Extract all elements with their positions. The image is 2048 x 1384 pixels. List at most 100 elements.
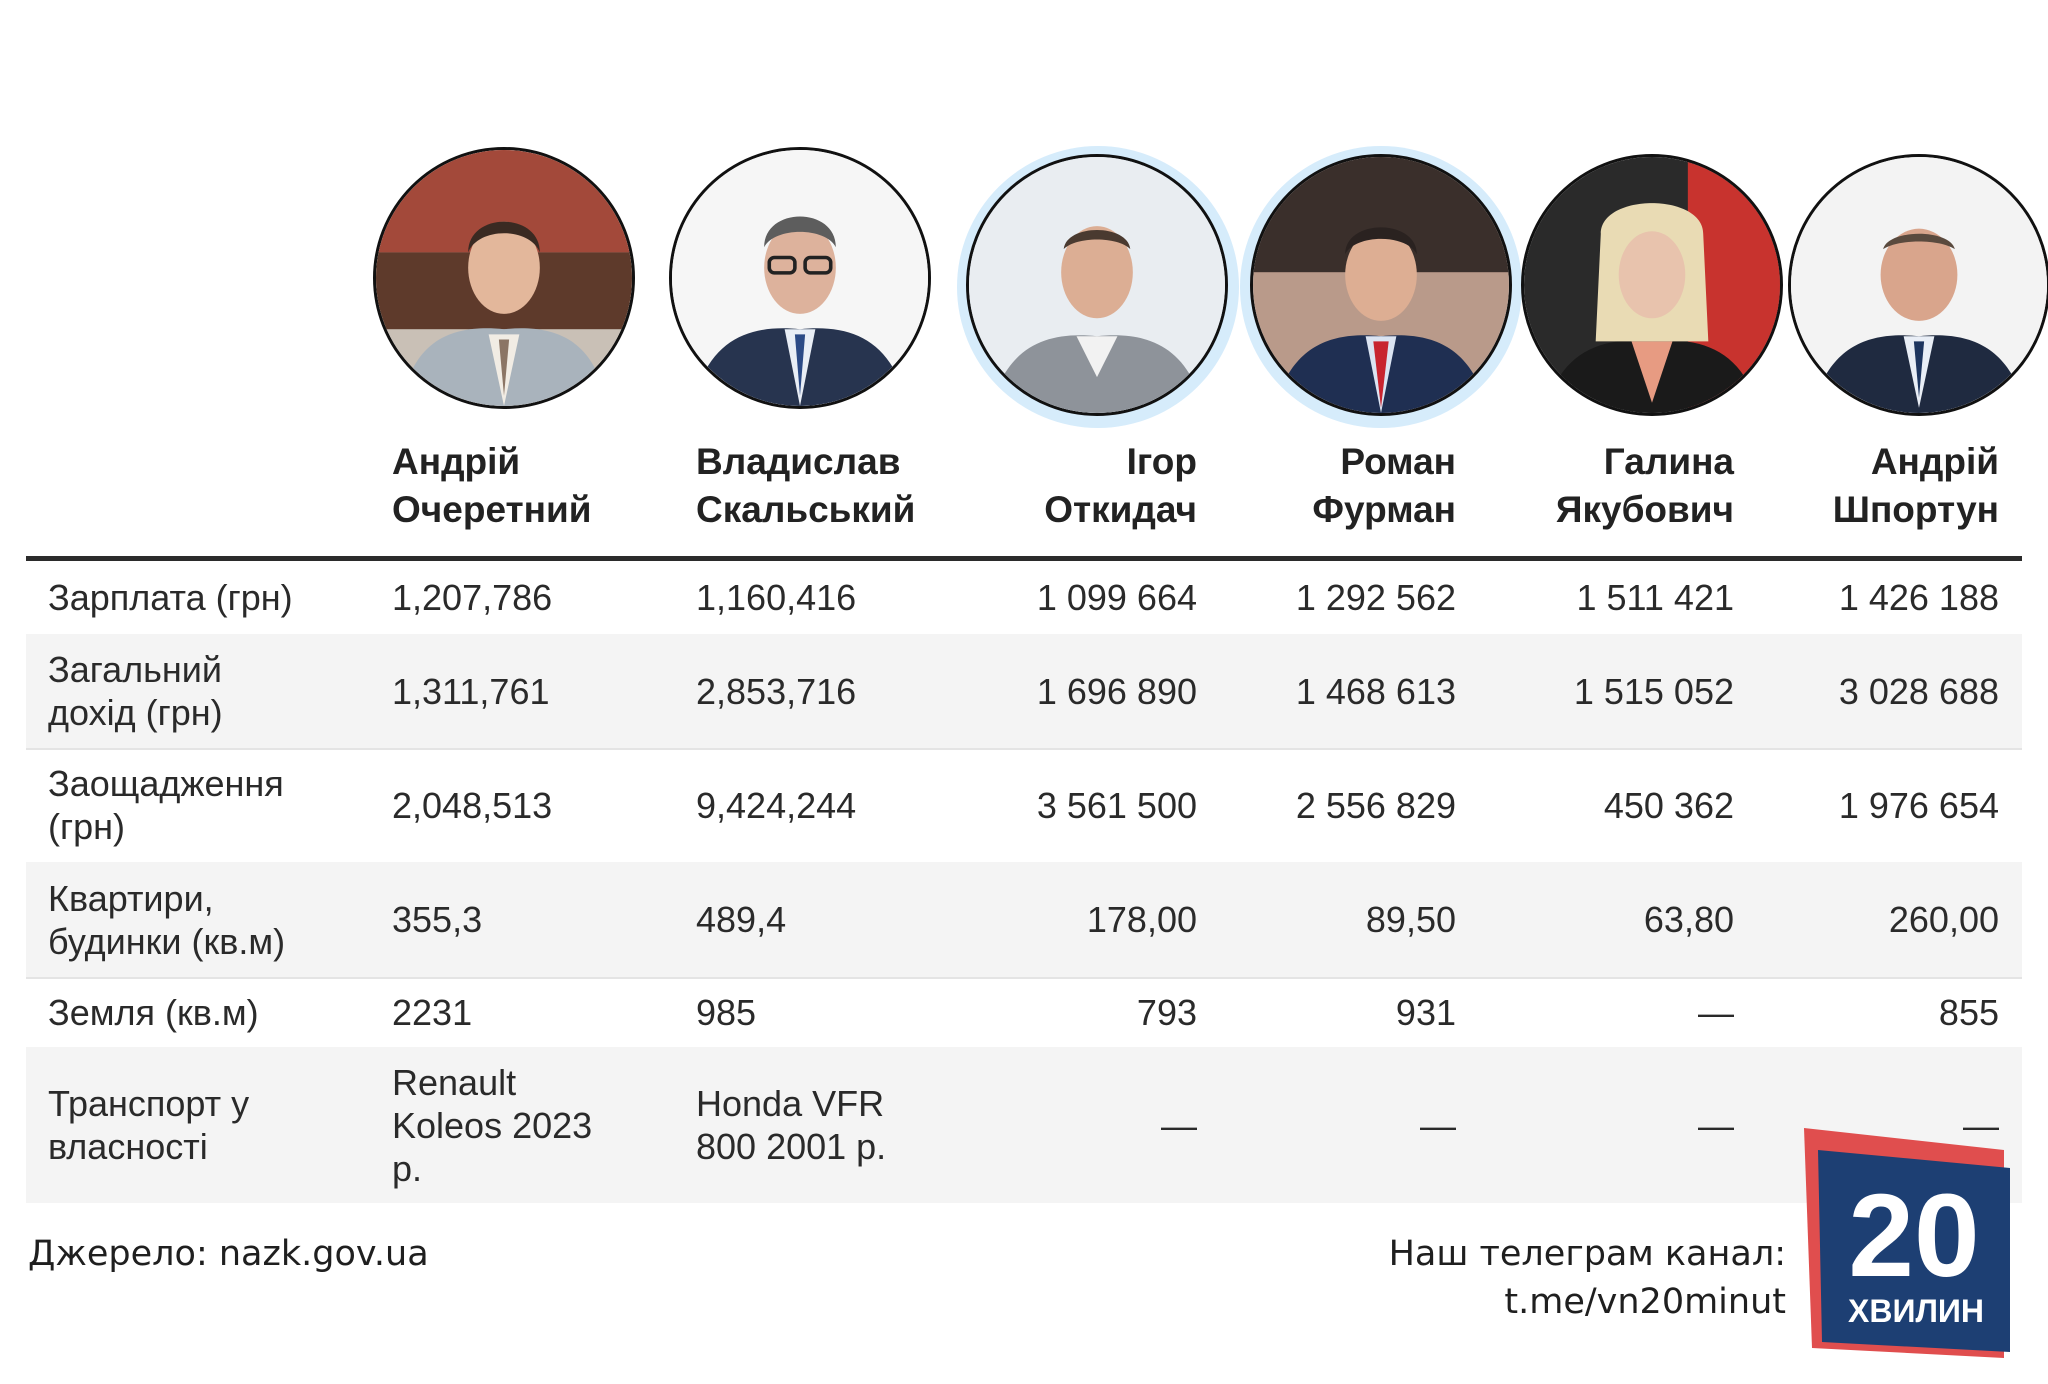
row-label-line: Квартири, <box>48 877 214 919</box>
value-line: 2 556 829 <box>1295 784 1456 826</box>
last-name: Откидач <box>1044 489 1197 530</box>
logo-word: ХВИЛИН <box>1848 1293 1984 1329</box>
value-line: — <box>1698 991 1734 1033</box>
row-label-line: (грн) <box>48 806 126 847</box>
value-line: 89,50 <box>1365 899 1456 940</box>
row-label-line: будинки (кв.м) <box>48 920 286 962</box>
portrait-shportun <box>1788 154 2048 416</box>
value-cell: 9,424,244 <box>696 748 976 862</box>
value-line: — <box>1420 1104 1456 1146</box>
last-name: Фурман <box>1312 489 1456 530</box>
value-cell: 260,00 <box>1766 862 1999 977</box>
value-cell: 1 511 421 <box>1486 561 1734 634</box>
names-header: Андрій Очеретний Владислав Скальський Іг… <box>0 438 2048 538</box>
table-row: Земля (кв.м) 2231 985 793 931 — 855 <box>26 977 2022 1047</box>
row-label: Загальний дохід (грн) <box>48 634 368 748</box>
value-line: — <box>1963 1104 1999 1146</box>
value-line: 63,80 <box>1643 899 1734 940</box>
value-line: 9,424,244 <box>696 784 857 826</box>
value-cell: — <box>966 1047 1197 1203</box>
value-cell: Renault Koleos 2023 р. <box>392 1047 652 1203</box>
row-separator <box>26 748 2022 750</box>
person-name: Роман Фурман <box>1230 438 1456 534</box>
value-cell: 3 028 688 <box>1766 634 1999 748</box>
value-cell: 931 <box>1216 977 1456 1047</box>
value-cell: 2 556 829 <box>1216 748 1456 862</box>
value-line: 2231 <box>392 991 473 1033</box>
person-name: Владислав Скальський <box>696 438 976 534</box>
value-line: Koleos 2023 <box>392 1104 593 1146</box>
row-label: Транспорт у власності <box>48 1047 368 1203</box>
person-name: Галина Якубович <box>1500 438 1734 534</box>
value-cell: 1 099 664 <box>966 561 1197 634</box>
value-cell: 489,4 <box>696 862 976 977</box>
value-cell: 2,048,513 <box>392 748 652 862</box>
person-name: Андрій Шпортун <box>1780 438 1999 534</box>
value-cell: 1 426 188 <box>1766 561 1999 634</box>
value-line: 355,3 <box>392 899 483 940</box>
logo-number: 20 <box>1848 1170 1979 1302</box>
first-name: Андрій <box>392 441 521 482</box>
row-label-line: Транспорт у <box>48 1083 250 1124</box>
value-cell: — <box>1766 1047 1999 1203</box>
value-cell: 1 976 654 <box>1766 748 1999 862</box>
row-label: Заощадження (грн) <box>48 748 368 862</box>
value-cell: 178,00 <box>966 862 1197 977</box>
first-name: Владислав <box>696 441 901 482</box>
first-name: Ігор <box>1126 441 1197 482</box>
logo-blue-panel <box>1818 1150 2010 1352</box>
value-line: Honda VFR <box>696 1083 885 1124</box>
value-line: Renault <box>392 1061 517 1103</box>
first-name: Роман <box>1340 441 1456 482</box>
value-line: 1 696 890 <box>1036 670 1197 712</box>
person-name: Андрій Очеретний <box>392 438 652 534</box>
value-cell: 1,311,761 <box>392 634 652 748</box>
row-label-line: Заощадження <box>48 763 284 804</box>
value-cell: Honda VFR 800 2001 р. <box>696 1047 976 1203</box>
value-line: 1 511 421 <box>1576 577 1734 618</box>
value-line: 178,00 <box>1086 899 1197 940</box>
portrait-yakubovych <box>1521 154 1783 416</box>
value-cell: 89,50 <box>1216 862 1456 977</box>
value-line: 800 2001 р. <box>696 1126 887 1167</box>
first-name: Галина <box>1603 441 1734 482</box>
value-cell: — <box>1486 977 1734 1047</box>
row-label: Земля (кв.м) <box>48 977 368 1047</box>
value-line: 2,048,513 <box>392 784 553 826</box>
value-line: 931 <box>1395 991 1456 1033</box>
row-label: Зарплата (грн) <box>48 561 368 634</box>
value-line: 855 <box>1938 991 1999 1033</box>
last-name: Очеретний <box>392 489 592 530</box>
row-label-line: Земля (кв.м) <box>48 991 259 1033</box>
value-cell: 2,853,716 <box>696 634 976 748</box>
telegram-link[interactable]: t.me/vn20minut <box>1504 1282 1786 1322</box>
value-line: — <box>1698 1104 1734 1146</box>
value-line: 1,160,416 <box>696 577 857 618</box>
row-label-line: Загальний <box>48 649 222 690</box>
telegram-note: Наш телеграм канал: t.me/vn20minut <box>1389 1230 1786 1326</box>
value-line: 2,853,716 <box>696 670 857 712</box>
telegram-label: Наш телеграм канал: <box>1388 1234 1786 1274</box>
row-separator <box>26 977 2022 979</box>
value-cell: 855 <box>1766 977 1999 1047</box>
value-line: 1 976 654 <box>1838 784 1999 826</box>
value-cell: 450 362 <box>1486 748 1734 862</box>
value-line: 1 099 664 <box>1036 577 1197 618</box>
value-cell: 793 <box>966 977 1197 1047</box>
value-line: 1 292 562 <box>1295 577 1456 618</box>
source-note: Джерело: nazk.gov.ua <box>28 1234 429 1274</box>
row-label-line: дохід (грн) <box>48 692 223 733</box>
value-cell: 1,207,786 <box>392 561 652 634</box>
header-rule <box>26 556 2022 561</box>
first-name: Андрій <box>1870 441 1999 482</box>
last-name: Скальський <box>696 489 916 530</box>
brand-logo: 20 ХВИЛИН <box>1804 1128 2010 1358</box>
value-cell: 1 696 890 <box>966 634 1197 748</box>
value-line: 985 <box>696 991 757 1033</box>
value-line: 1,311,761 <box>392 670 550 712</box>
table-row: Загальний дохід (грн) 1,311,761 2,853,716 1 … <box>26 634 2022 748</box>
value-cell: 1 468 613 <box>1216 634 1456 748</box>
value-line: 450 362 <box>1603 784 1734 826</box>
value-cell: 985 <box>696 977 976 1047</box>
value-cell: 355,3 <box>392 862 652 977</box>
